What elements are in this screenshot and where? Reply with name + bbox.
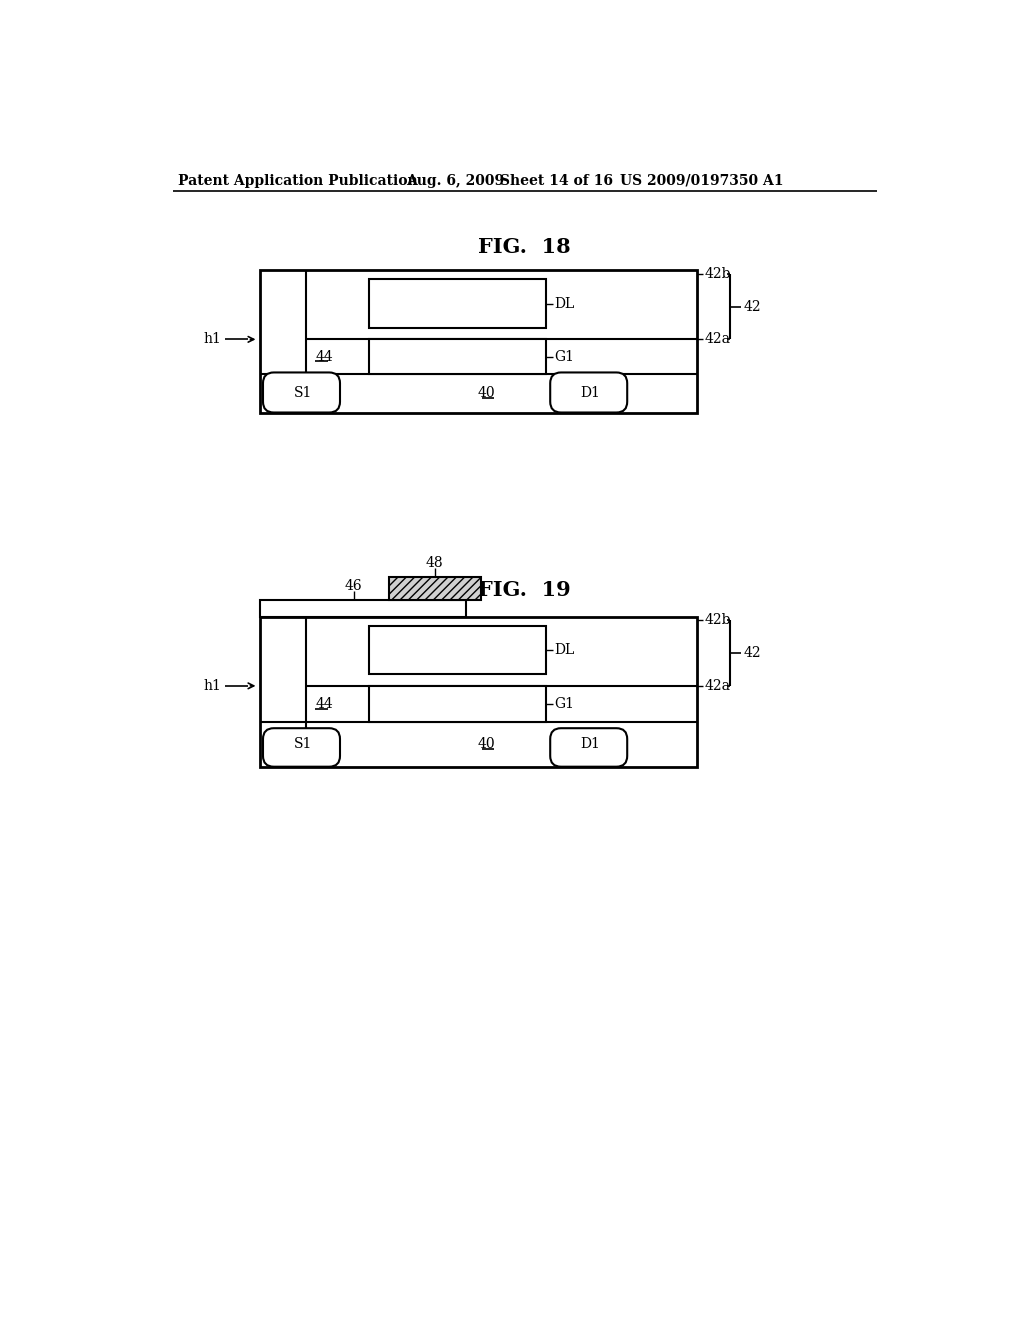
Text: 44: 44 bbox=[315, 350, 333, 364]
Text: S1: S1 bbox=[294, 387, 312, 400]
Text: S1: S1 bbox=[294, 738, 312, 751]
Text: 42: 42 bbox=[743, 645, 761, 660]
Text: 42a: 42a bbox=[705, 678, 730, 693]
Text: Sheet 14 of 16: Sheet 14 of 16 bbox=[500, 174, 613, 187]
Text: DL: DL bbox=[554, 643, 574, 657]
Text: D1: D1 bbox=[581, 738, 600, 751]
Text: US 2009/0197350 A1: US 2009/0197350 A1 bbox=[620, 174, 783, 187]
Text: 42: 42 bbox=[743, 300, 761, 314]
Text: h1: h1 bbox=[204, 678, 221, 693]
Text: 44: 44 bbox=[315, 697, 333, 711]
Text: 40: 40 bbox=[477, 738, 495, 751]
Bar bbox=[260, 616, 696, 767]
Text: 40: 40 bbox=[477, 387, 495, 400]
FancyBboxPatch shape bbox=[550, 372, 628, 412]
Bar bbox=[260, 599, 466, 616]
Text: FIG.  19: FIG. 19 bbox=[478, 579, 571, 599]
Bar bbox=[388, 577, 481, 599]
Text: G1: G1 bbox=[554, 350, 574, 364]
FancyBboxPatch shape bbox=[263, 729, 340, 767]
Text: 42a: 42a bbox=[705, 333, 730, 346]
Bar bbox=[370, 339, 547, 374]
FancyBboxPatch shape bbox=[550, 729, 628, 767]
Text: Patent Application Publication: Patent Application Publication bbox=[178, 174, 418, 187]
Text: FIG.  18: FIG. 18 bbox=[478, 238, 571, 257]
Bar bbox=[260, 271, 696, 412]
Text: DL: DL bbox=[554, 297, 574, 310]
Bar bbox=[370, 280, 547, 327]
FancyBboxPatch shape bbox=[263, 372, 340, 412]
Text: G1: G1 bbox=[554, 697, 574, 711]
Text: Aug. 6, 2009: Aug. 6, 2009 bbox=[407, 174, 505, 187]
Text: 42b: 42b bbox=[705, 267, 731, 281]
Text: 42b: 42b bbox=[705, 614, 731, 627]
Text: h1: h1 bbox=[204, 333, 221, 346]
Text: D1: D1 bbox=[581, 387, 600, 400]
Bar bbox=[370, 686, 547, 722]
Text: 48: 48 bbox=[426, 556, 443, 570]
Text: 46: 46 bbox=[345, 578, 362, 593]
Bar bbox=[370, 626, 547, 675]
